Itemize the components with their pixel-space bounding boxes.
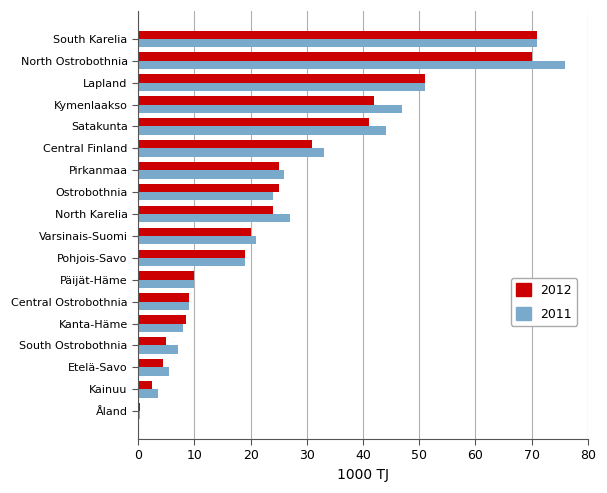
Bar (138, 359, 163, 367)
Bar (138, 83, 425, 91)
Bar (138, 140, 313, 148)
Bar (138, 127, 385, 135)
Bar (138, 323, 183, 332)
Bar (138, 403, 140, 411)
Bar (138, 381, 152, 389)
Bar (138, 228, 251, 236)
Bar (138, 367, 169, 376)
Bar (138, 96, 375, 105)
Bar (138, 39, 537, 47)
Bar (138, 258, 245, 266)
Bar (138, 293, 189, 302)
Bar (138, 236, 256, 245)
Bar (138, 105, 402, 113)
Bar (138, 280, 194, 288)
Bar (138, 52, 532, 61)
Bar (138, 206, 273, 214)
Bar (138, 61, 565, 69)
Bar (138, 411, 140, 420)
Bar (138, 389, 158, 397)
Bar (138, 315, 186, 323)
Bar (138, 337, 166, 346)
Bar (138, 118, 368, 127)
X-axis label: 1000 TJ: 1000 TJ (337, 468, 389, 482)
Bar (138, 74, 425, 83)
Bar (138, 184, 279, 192)
Bar (138, 31, 537, 39)
Bar (138, 346, 177, 354)
Bar (138, 302, 189, 310)
Bar (138, 214, 290, 222)
Bar (138, 192, 273, 201)
Bar (138, 162, 279, 170)
Bar (138, 272, 194, 280)
Bar (138, 170, 284, 178)
Legend: 2012, 2011: 2012, 2011 (510, 279, 577, 326)
Bar (138, 249, 245, 258)
Bar (138, 148, 324, 157)
